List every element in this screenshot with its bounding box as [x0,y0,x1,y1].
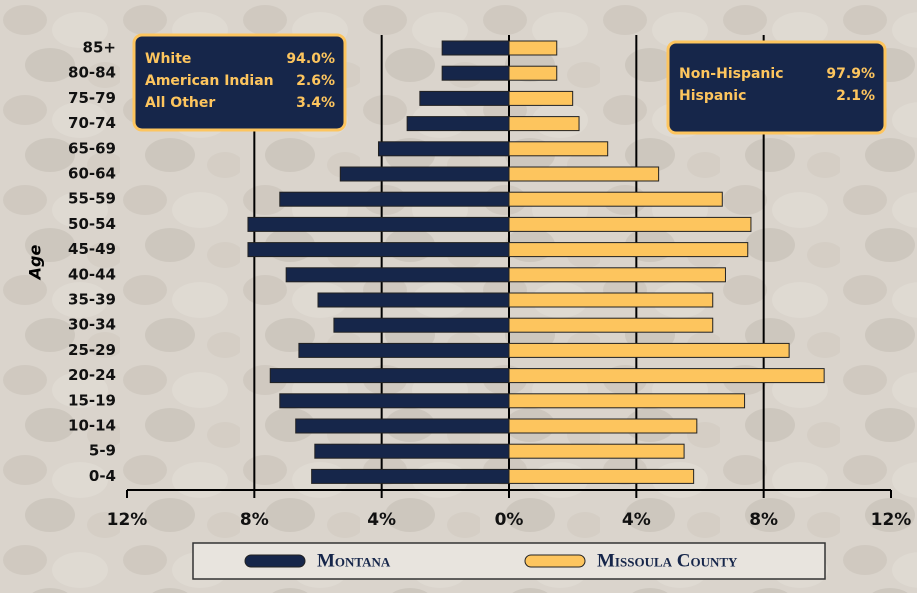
y-tick-label: 60-64 [68,165,116,183]
bar [333,317,510,333]
y-tick-label: 5-9 [89,442,116,460]
y-tick-label: 50-54 [68,215,116,233]
x-tick-label: 12% [871,510,912,530]
y-tick-label: 10-14 [68,417,116,435]
x-tick-label: 0% [495,510,524,530]
y-tick-label: 80-84 [68,64,116,82]
bar [279,393,510,409]
bar [295,418,510,434]
bar [508,191,723,207]
x-tick-label: 4% [622,510,651,530]
bar [508,242,749,258]
bar [269,368,510,384]
y-axis-label: Age [26,245,45,282]
bar [508,317,714,333]
y-tick-label: 30-34 [68,316,116,334]
info-label: American Indian [145,73,274,89]
x-tick-label: 4% [367,510,396,530]
info-label: Non-Hispanic [679,66,784,82]
x-tick-label: 12% [107,510,148,530]
y-tick-label: 0-4 [89,467,116,485]
info-label: White [145,51,191,67]
bar [441,40,510,56]
bar [314,443,510,459]
bar [508,292,714,308]
bar [279,191,510,207]
y-tick-label: 40-44 [68,265,116,283]
info-value: 2.6% [296,73,335,89]
info-label: All Other [145,95,215,111]
info-value: 97.9% [826,66,875,82]
y-tick-label: 45-49 [68,240,116,258]
bar [311,468,510,484]
info-value: 3.4% [296,95,335,111]
bar [508,141,609,157]
y-tick-label: 65-69 [68,139,116,157]
bar [419,90,510,106]
bar [508,116,580,132]
bar [317,292,510,308]
bar [508,443,685,459]
y-tick-label: 25-29 [68,341,116,359]
legend-marker [244,554,306,568]
info-box [666,40,887,135]
y-tick-label: 55-59 [68,190,116,208]
bar [247,216,510,232]
bar [377,141,510,157]
info-box [132,33,347,132]
legend-label: Montana [317,550,391,571]
bar [441,65,510,81]
info-label: Hispanic [679,88,746,104]
bar [508,216,752,232]
bar [339,166,510,182]
bar [508,267,726,283]
bar [508,468,695,484]
bar [508,40,558,56]
bar [285,267,510,283]
bar [247,242,510,258]
bar [508,418,698,434]
y-tick-label: 70-74 [68,114,116,132]
bar [298,342,510,358]
bar [508,393,746,409]
y-tick-label: 15-19 [68,391,116,409]
bar [508,368,825,384]
legend-marker [524,554,586,568]
x-tick-label: 8% [240,510,269,530]
bar [508,166,660,182]
bar [508,342,790,358]
bar [406,116,510,132]
bar [508,65,558,81]
y-tick-label: 75-79 [68,89,116,107]
info-value: 2.1% [836,88,875,104]
y-tick-label: 20-24 [68,366,116,384]
y-tick-label: 85+ [83,39,116,57]
legend-label: Missoula County [597,550,738,571]
bar [508,90,574,106]
info-value: 94.0% [286,51,335,67]
y-tick-label: 35-39 [68,291,116,309]
x-tick-label: 8% [749,510,778,530]
